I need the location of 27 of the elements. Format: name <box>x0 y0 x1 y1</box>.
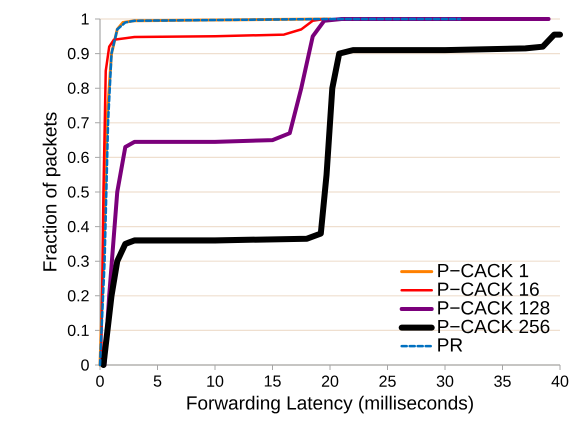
x-tick-label: 0 <box>96 376 104 387</box>
legend-label: P−CACK 128 <box>438 301 550 315</box>
y-tick-label: 0.2 <box>68 290 89 302</box>
legend-label: P−CACK 1 <box>438 264 528 278</box>
x-tick-label: 30 <box>436 376 454 387</box>
y-tick-label: 0.5 <box>68 186 89 198</box>
y-tick-label: 1 <box>82 13 89 24</box>
legend-label: P−CACK 256 <box>438 320 550 334</box>
legend-label: P−CACK 16 <box>438 282 539 296</box>
y-tick-label: 0.6 <box>68 152 89 164</box>
y-tick-label: 0.1 <box>68 324 89 336</box>
x-tick-label: 35 <box>494 376 511 387</box>
x-axis-title: Forwarding Latency (milliseconds) <box>187 396 473 414</box>
x-tick-label: 10 <box>207 376 224 387</box>
x-tick-label: 40 <box>551 376 568 387</box>
x-tick-label: 20 <box>322 376 338 387</box>
y-tick-label: 0.9 <box>68 48 89 60</box>
x-tick-label: 15 <box>264 376 281 387</box>
y-axis-title: Fraction of packets <box>42 112 60 271</box>
legend-label: PR <box>438 338 462 352</box>
y-tick-label: 0 <box>81 359 89 371</box>
x-tick-label: 25 <box>379 376 396 387</box>
y-tick-label: 0.7 <box>68 117 89 128</box>
y-tick-label: 0.4 <box>68 220 90 232</box>
y-tick-label: 0.8 <box>68 82 89 94</box>
x-tick-label: 5 <box>154 376 162 387</box>
y-tick-label: 0.3 <box>68 256 89 267</box>
